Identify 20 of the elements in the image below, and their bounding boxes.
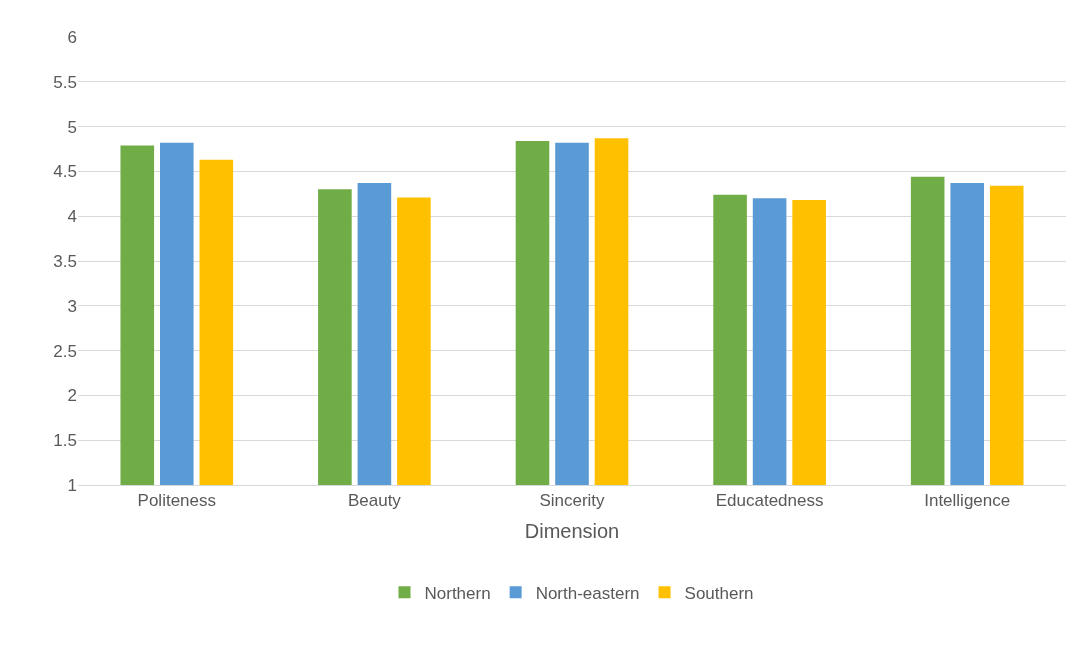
y-tick-label: 5: [67, 117, 77, 137]
y-tick-label: 2.5: [53, 341, 77, 361]
x-tick-label: Educatedness: [715, 491, 824, 511]
y-tick-label: 5.5: [53, 72, 77, 92]
x-tick-label: Intelligence: [924, 491, 1011, 511]
x-tick-label: Politeness: [137, 491, 217, 511]
x-axis-title: Dimension: [524, 519, 620, 542]
x-tick-label: Sincerity: [539, 491, 606, 511]
y-tick-label: 1.5: [53, 431, 77, 451]
legend-label: Southern: [684, 583, 754, 603]
y-tick-label: 1: [67, 475, 77, 495]
y-tick-label: 4: [67, 207, 77, 227]
x-tick-label: Beauty: [347, 491, 402, 511]
legend-label: Northern: [424, 583, 491, 603]
legend-label: North-eastern: [535, 583, 640, 603]
y-tick-label: 4.5: [53, 162, 77, 182]
y-tick-label: 6: [67, 27, 77, 47]
y-tick-label: 3.5: [53, 251, 77, 271]
y-tick-label: 3: [67, 296, 77, 316]
y-tick-label: 2: [67, 386, 77, 406]
